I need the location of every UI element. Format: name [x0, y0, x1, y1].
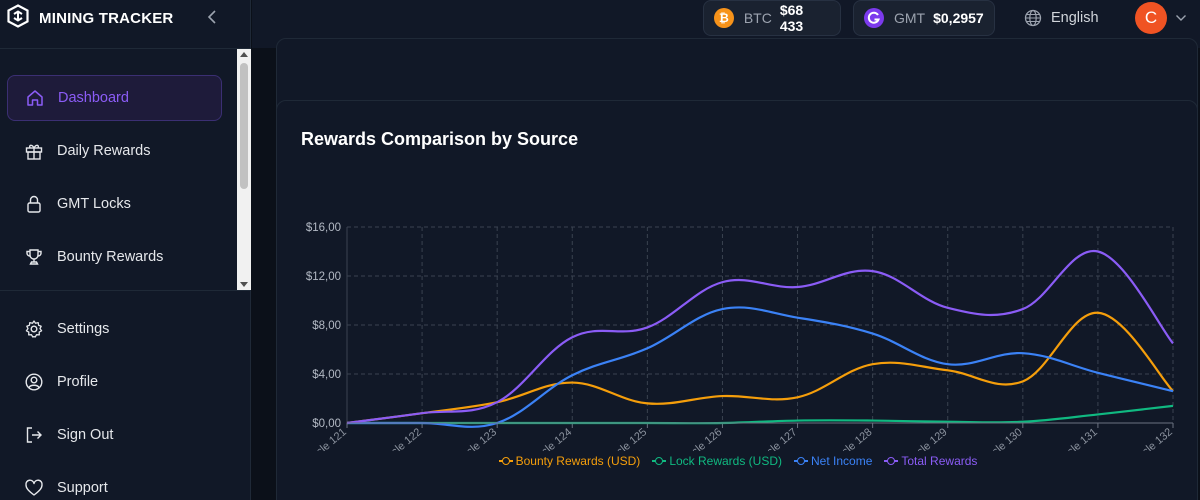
- x-tick-label: Cycle 131: [1055, 426, 1100, 451]
- x-tick-label: Cycle 126: [679, 426, 724, 451]
- sidebar-item-profile[interactable]: Profile: [7, 359, 222, 405]
- main-content: Rewards Comparison by Source $0,00 $4,00 $…: [252, 38, 1200, 500]
- sidebar-nav: Dashboard Daily Rewards GMT Locks Bounty…: [0, 49, 237, 290]
- legend-item[interactable]: Net Income: [794, 454, 872, 468]
- x-tick-label: Cycle 122: [379, 426, 424, 451]
- sidebar-item-label: GMT Locks: [57, 196, 131, 212]
- series-line-net-income: [347, 306, 1174, 428]
- ticker-price: $68 433: [779, 2, 804, 34]
- legend-item[interactable]: Bounty Rewards (USD): [498, 454, 641, 468]
- legend-label: Total Rewards: [901, 454, 978, 468]
- series-line-bounty-rewards-usd: [346, 311, 1174, 425]
- heart-icon: [24, 478, 44, 498]
- ticker-symbol: BTC: [743, 10, 772, 26]
- sidebar-item-label: Settings: [57, 321, 110, 337]
- y-tick-label: $16,00: [306, 222, 341, 234]
- scroll-thumb[interactable]: [240, 63, 248, 189]
- legend-label: Bounty Rewards (USD): [515, 454, 641, 468]
- sidebar-item-label: Dashboard: [58, 90, 129, 106]
- sidebar-item-label: Support: [57, 480, 108, 496]
- legend-item[interactable]: Lock Rewards (USD): [652, 454, 782, 468]
- x-tick-label: Cycle 124: [529, 426, 574, 451]
- sidebar-item-support[interactable]: Support: [7, 465, 222, 500]
- chevron-down-icon[interactable]: [1175, 13, 1187, 23]
- x-tick-label: Cycle 123: [454, 426, 499, 451]
- ticker-symbol: GMT: [894, 10, 926, 26]
- legend-item[interactable]: Total Rewards: [884, 454, 977, 468]
- legend-marker-icon: [498, 457, 513, 465]
- legend-label: Net Income: [811, 454, 873, 468]
- sidebar-item-settings[interactable]: Settings: [7, 306, 222, 352]
- ticker-price: $0,2957: [933, 10, 984, 26]
- gift-icon: [24, 141, 44, 161]
- y-tick-label: $4,00: [312, 369, 341, 381]
- sidebar-divider: [0, 290, 251, 291]
- gmt-ticker[interactable]: GMT $0,2957: [853, 0, 995, 36]
- avatar[interactable]: C: [1135, 2, 1167, 34]
- trophy-icon: [24, 247, 44, 267]
- legend-marker-icon: [652, 457, 667, 465]
- y-tick-label: $8,00: [312, 320, 341, 332]
- y-tick-label: $0,00: [312, 418, 341, 430]
- logo-icon: [6, 3, 30, 33]
- home-icon: [25, 88, 45, 108]
- sidebar-item-daily-rewards[interactable]: Daily Rewards: [7, 128, 222, 174]
- x-tick-label: Cycle 128: [829, 426, 874, 451]
- language-selector[interactable]: English: [1024, 6, 1099, 30]
- x-tick-label: Cycle 130: [980, 426, 1025, 451]
- legend-marker-icon: [884, 457, 899, 465]
- x-tick-label: Cycle 132: [1130, 426, 1175, 451]
- sidebar-item-dashboard[interactable]: Dashboard: [7, 75, 222, 121]
- sidebar-item-sign-out[interactable]: Sign Out: [7, 412, 222, 458]
- sidebar-item-label: Daily Rewards: [57, 143, 151, 159]
- app-logo[interactable]: MINING TRACKER: [6, 3, 174, 33]
- chevron-left-icon: [207, 10, 216, 24]
- x-tick-label: Cycle 127: [754, 426, 799, 451]
- gear-icon: [24, 319, 44, 339]
- sidebar-divider: [0, 48, 251, 49]
- sidebar-item-gmt-locks[interactable]: GMT Locks: [7, 181, 222, 227]
- x-tick-label: Cycle 129: [904, 426, 949, 451]
- rewards-chart-card: Rewards Comparison by Source $0,00 $4,00 $…: [276, 100, 1198, 500]
- sidebar: MINING TRACKER Dashboard Daily Rewards: [0, 0, 251, 500]
- gmt-icon: [864, 8, 884, 28]
- lock-icon: [24, 194, 44, 214]
- y-tick-label: $12,00: [306, 271, 341, 283]
- sign-out-icon: [24, 425, 44, 445]
- legend-marker-icon: [794, 457, 809, 465]
- globe-icon: [1024, 9, 1042, 27]
- bitcoin-icon: ₿: [714, 8, 734, 28]
- collapse-sidebar-button[interactable]: [203, 8, 221, 26]
- chart-title: Rewards Comparison by Source: [301, 129, 579, 149]
- btc-ticker[interactable]: ₿ BTC $68 433: [703, 0, 841, 36]
- series-line-total-rewards: [346, 250, 1174, 425]
- sidebar-item-label: Sign Out: [57, 427, 114, 443]
- chart-legend: Bounty Rewards (USD) Lock Rewards (USD) Ne…: [277, 454, 1199, 468]
- x-tick-label: Cycle 125: [604, 426, 649, 451]
- sidebar-item-bounty-rewards[interactable]: Bounty Rewards: [7, 234, 222, 280]
- scroll-up-icon[interactable]: [240, 52, 248, 57]
- sidebar-item-label: Profile: [57, 374, 99, 390]
- sidebar-scrollbar[interactable]: [237, 49, 251, 290]
- app-name: MINING TRACKER: [39, 9, 174, 27]
- sidebar-item-label: Bounty Rewards: [57, 249, 164, 265]
- series-line-lock-rewards-usd: [347, 404, 1174, 425]
- user-icon: [24, 372, 44, 392]
- scroll-down-icon[interactable]: [240, 282, 248, 287]
- language-label: English: [1051, 10, 1099, 26]
- legend-label: Lock Rewards (USD): [669, 454, 783, 468]
